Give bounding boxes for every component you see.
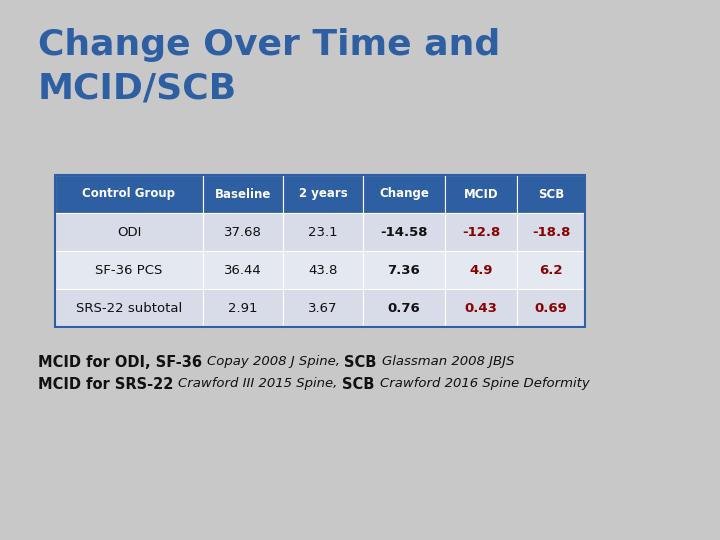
- Bar: [517, 289, 585, 327]
- Text: 7.36: 7.36: [387, 264, 420, 276]
- Text: Change: Change: [379, 187, 429, 200]
- Text: 0.76: 0.76: [387, 301, 420, 314]
- Text: -18.8: -18.8: [532, 226, 570, 239]
- Text: 2.91: 2.91: [228, 301, 258, 314]
- Text: MCID for ODI, SF-36: MCID for ODI, SF-36: [38, 355, 207, 370]
- Text: SCB: SCB: [538, 187, 564, 200]
- Text: -12.8: -12.8: [462, 226, 500, 239]
- Bar: [55, 289, 203, 327]
- Bar: [517, 213, 585, 251]
- Text: 0.69: 0.69: [535, 301, 567, 314]
- Bar: [55, 213, 203, 251]
- Bar: [283, 213, 363, 251]
- Bar: [203, 213, 283, 251]
- Bar: [445, 213, 517, 251]
- Text: MCID: MCID: [464, 187, 498, 200]
- Bar: [363, 213, 445, 251]
- Text: 36.44: 36.44: [224, 264, 262, 276]
- Text: 37.68: 37.68: [224, 226, 262, 239]
- Bar: [283, 175, 363, 213]
- Bar: [445, 289, 517, 327]
- Text: SRS-22 subtotal: SRS-22 subtotal: [76, 301, 182, 314]
- Bar: [55, 251, 203, 289]
- Text: 0.43: 0.43: [464, 301, 498, 314]
- Text: Glassman 2008 JBJS: Glassman 2008 JBJS: [382, 355, 514, 368]
- Text: Copay 2008 J Spine,: Copay 2008 J Spine,: [207, 355, 344, 368]
- Text: 3.67: 3.67: [308, 301, 338, 314]
- Bar: [55, 175, 585, 327]
- Text: MCID for SRS-22: MCID for SRS-22: [38, 377, 179, 392]
- Bar: [363, 251, 445, 289]
- Text: 2 years: 2 years: [299, 187, 347, 200]
- Bar: [517, 251, 585, 289]
- Bar: [203, 251, 283, 289]
- Text: SCB: SCB: [344, 355, 382, 370]
- Text: Baseline: Baseline: [215, 187, 271, 200]
- Text: MCID/SCB: MCID/SCB: [38, 72, 237, 106]
- Text: 23.1: 23.1: [308, 226, 338, 239]
- Bar: [517, 175, 585, 213]
- Text: -14.58: -14.58: [380, 226, 428, 239]
- Bar: [283, 289, 363, 327]
- Bar: [445, 175, 517, 213]
- Bar: [203, 175, 283, 213]
- Text: Crawford III 2015 Spine,: Crawford III 2015 Spine,: [179, 377, 342, 390]
- Text: Crawford 2016 Spine Deformity: Crawford 2016 Spine Deformity: [379, 377, 590, 390]
- Text: 6.2: 6.2: [539, 264, 563, 276]
- Text: 4.9: 4.9: [469, 264, 492, 276]
- Text: Control Group: Control Group: [83, 187, 176, 200]
- Bar: [283, 251, 363, 289]
- Bar: [203, 289, 283, 327]
- Text: SF-36 PCS: SF-36 PCS: [95, 264, 163, 276]
- Bar: [445, 251, 517, 289]
- Bar: [363, 289, 445, 327]
- Bar: [363, 175, 445, 213]
- Text: 43.8: 43.8: [308, 264, 338, 276]
- Text: ODI: ODI: [117, 226, 141, 239]
- Text: Change Over Time and: Change Over Time and: [38, 28, 500, 62]
- Bar: [55, 175, 203, 213]
- Text: SCB: SCB: [342, 377, 379, 392]
